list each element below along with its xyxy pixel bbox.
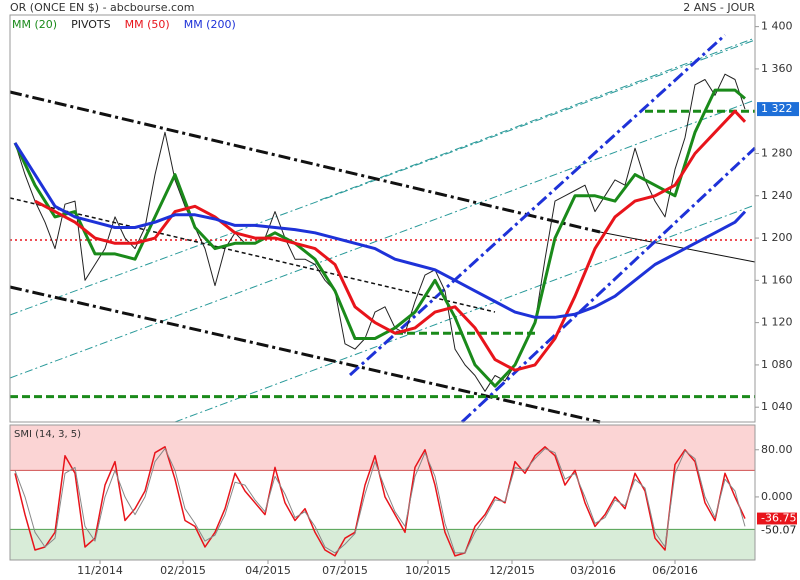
price-badge-label: 1 322 [761, 102, 793, 115]
up-channel-bottom [460, 146, 757, 424]
price-badge [757, 102, 799, 117]
channel-line [9, 39, 756, 316]
x-tick-label: 02/2015 [160, 564, 206, 577]
channel-line [319, 37, 756, 201]
legend-label: MM (20) [12, 18, 57, 31]
chart-title: OR (ONCE EN $) - abcbourse.com [10, 1, 195, 14]
y-tick-label: 1 160 [761, 273, 793, 286]
value-badge-label: -50.07 [761, 523, 796, 536]
x-tick-label: 04/2015 [245, 564, 291, 577]
overbought-zone [10, 425, 755, 471]
series-line [14, 448, 746, 554]
channel-mid [9, 197, 496, 313]
channel-top-ext [599, 231, 756, 263]
channel-bottom [9, 285, 601, 424]
legend: MM (20) PIVOTS MM (50) MM (200) [12, 18, 236, 31]
chart-subtitle: 2 ANS - JOUR [683, 1, 755, 14]
y-tick-label: 0.000 [761, 490, 793, 503]
y-tick-label: 80.00 [761, 443, 793, 456]
legend-label: MM (200) [184, 18, 236, 31]
x-tick-label: 12/2015 [489, 564, 535, 577]
legend-label: PIVOTS [71, 18, 111, 31]
value-badge [757, 524, 797, 537]
channel-line [9, 99, 756, 379]
smi-title: SMI (14, 3, 5) [14, 429, 81, 440]
x-tick-label: 11/2014 [77, 564, 123, 577]
trend-lines [9, 33, 757, 424]
legend-label: MM (50) [125, 18, 170, 31]
y-tick-label: 1 240 [761, 189, 793, 202]
y-tick-label: 1 040 [761, 400, 793, 413]
y-tick-label: 1 120 [761, 316, 793, 329]
y-tick-label: 1 280 [761, 146, 793, 159]
series-line [13, 142, 747, 319]
plot-layer [10, 73, 755, 557]
value-badge-label: -36.75 [761, 512, 796, 525]
x-tick-label: 03/2016 [570, 564, 616, 577]
x-tick-label: 06/2016 [652, 564, 698, 577]
smi-zones [10, 425, 755, 560]
x-tick-label: 07/2015 [322, 564, 368, 577]
price-frame [9, 14, 756, 423]
y-tick-label: 1 400 [761, 20, 793, 33]
channel-top [9, 90, 601, 234]
oversold-zone [10, 529, 755, 560]
series-line [14, 446, 746, 557]
y-tick-label: 1 200 [761, 231, 793, 244]
y-tick-label: 1 080 [761, 358, 793, 371]
smi-frame [9, 424, 756, 561]
series-line [13, 88, 746, 388]
value-badge [757, 512, 797, 525]
series-line [34, 109, 747, 372]
channel-line [174, 204, 756, 423]
x-tick-label: 10/2015 [405, 564, 451, 577]
series-line [14, 73, 746, 392]
y-tick-label: 1 360 [761, 62, 793, 75]
up-channel-top [348, 33, 727, 377]
